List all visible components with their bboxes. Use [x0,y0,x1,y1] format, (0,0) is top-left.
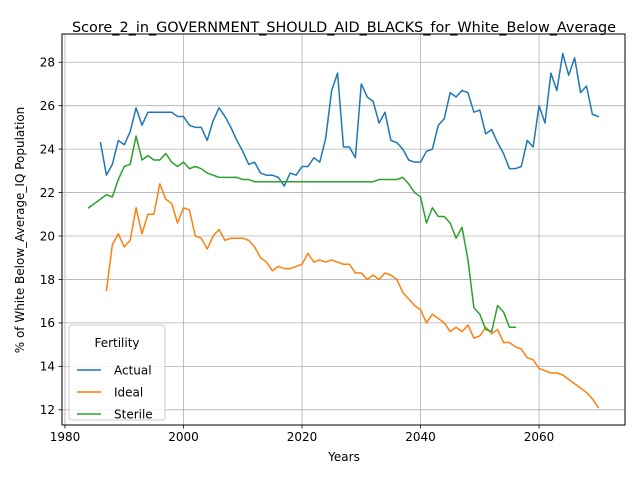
x-axis-label: Years [327,450,360,464]
legend-label-actual: Actual [114,363,152,377]
y-tick-label: 16 [40,316,55,330]
series-lines [87,52,600,409]
y-tick-label: 28 [40,56,55,70]
y-tick-label: 14 [40,360,55,374]
x-tick-label: 1980 [50,430,81,444]
plot-frame [61,33,626,426]
series-line-ideal [105,183,600,409]
legend-label-sterile: Sterile [114,407,153,421]
axes: 1980 2000 2020 2040 2060 12 14 16 18 20 22 24 26 28 [40,56,555,444]
grid [62,34,625,425]
y-axis-label: % of White Below_Average_IQ Population [13,107,27,354]
series-line-actual [99,52,600,187]
x-tick-label: 2000 [168,430,199,444]
y-tick-label: 22 [40,186,55,200]
x-tick-label: 2020 [287,430,318,444]
y-tick-label: 26 [40,99,55,113]
y-tick-label: 20 [40,229,55,243]
legend-box [68,324,166,421]
legend: Fertility Actual Ideal Sterile [68,324,166,421]
x-tick-label: 2040 [405,430,436,444]
legend-label-ideal: Ideal [114,385,143,399]
legend-title: Fertility [94,336,139,350]
y-tick-label: 18 [40,273,55,287]
series-line-sterile [87,135,517,333]
y-tick-label: 24 [40,142,55,156]
x-tick-label: 2060 [524,430,555,444]
chart-title: Score_2_in_GOVERNMENT_SHOULD_AID_BLACKS_… [72,20,616,36]
y-tick-label: 12 [40,403,55,417]
legend-entries: Actual Ideal Sterile [77,363,153,421]
